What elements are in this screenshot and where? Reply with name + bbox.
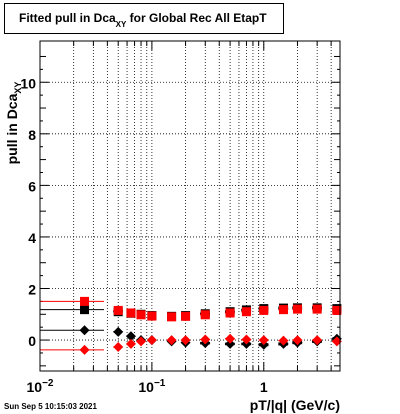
data-point bbox=[312, 304, 322, 314]
data-point bbox=[241, 307, 251, 317]
chart-title: Fitted pull in DcaXY for Global Rec All … bbox=[4, 3, 284, 34]
x-tick-label: 1 bbox=[260, 379, 268, 395]
data-point bbox=[125, 331, 136, 342]
timestamp-footer: Sun Sep 5 10:15:03 2021 bbox=[4, 402, 97, 411]
data-point bbox=[147, 311, 157, 321]
y-tick-label: 10 bbox=[20, 75, 36, 91]
x-tick-label: 10−1 bbox=[138, 378, 165, 395]
chart-title-subscript: XY bbox=[115, 20, 127, 29]
y-tick-label: 2 bbox=[28, 282, 36, 298]
grid-layer bbox=[39, 41, 340, 371]
data-point bbox=[225, 308, 235, 318]
data-point bbox=[79, 344, 90, 355]
y-tick-label: 0 bbox=[28, 333, 36, 349]
chart-title-suffix: for Global Rec All EtapT bbox=[126, 11, 267, 25]
data-point bbox=[331, 336, 342, 347]
data-point bbox=[113, 326, 124, 337]
data-point bbox=[113, 342, 124, 353]
chart-title-prefix: Fitted pull in Dca bbox=[19, 11, 116, 25]
y-axis-label: pull in DcaXY bbox=[4, 82, 23, 165]
data-point bbox=[258, 335, 269, 346]
data-point bbox=[225, 333, 236, 344]
data-point bbox=[259, 305, 269, 315]
data-point bbox=[200, 310, 210, 320]
data-point bbox=[312, 335, 323, 346]
y-axis-label-subscript: XY bbox=[13, 82, 23, 94]
x-tick-label: 10−2 bbox=[27, 378, 54, 395]
data-point bbox=[332, 305, 342, 315]
data-point bbox=[225, 338, 236, 349]
data-point bbox=[200, 334, 211, 345]
data-point bbox=[80, 305, 90, 315]
y-tick-label: 6 bbox=[28, 178, 36, 194]
data-point bbox=[125, 338, 136, 349]
data-point bbox=[180, 335, 191, 346]
data-point bbox=[113, 305, 123, 315]
y-axis-label-main: pull in Dca bbox=[4, 93, 20, 164]
y-tick-label: 4 bbox=[28, 230, 36, 246]
y-tick-label: 8 bbox=[28, 127, 36, 143]
plot-frame bbox=[39, 40, 341, 372]
data-point bbox=[278, 335, 289, 346]
data-point bbox=[241, 334, 252, 345]
data-point bbox=[126, 308, 136, 318]
data-point bbox=[278, 305, 288, 315]
data-point bbox=[136, 336, 147, 347]
data-point bbox=[292, 304, 302, 314]
x-axis-label: pT/|q| (GeV/c) bbox=[250, 397, 340, 413]
data-point bbox=[181, 311, 191, 321]
data-point bbox=[79, 325, 90, 336]
data-point bbox=[80, 296, 90, 306]
data-point bbox=[136, 310, 146, 320]
data-point bbox=[166, 335, 177, 346]
labels-layer: 0 2 4 6 8 10 10−2 10−1 1 bbox=[20, 75, 267, 395]
data-point bbox=[167, 312, 177, 322]
data-point bbox=[146, 335, 157, 346]
ticks-layer bbox=[39, 41, 340, 371]
data-point bbox=[292, 335, 303, 346]
data-layer bbox=[40, 296, 342, 355]
